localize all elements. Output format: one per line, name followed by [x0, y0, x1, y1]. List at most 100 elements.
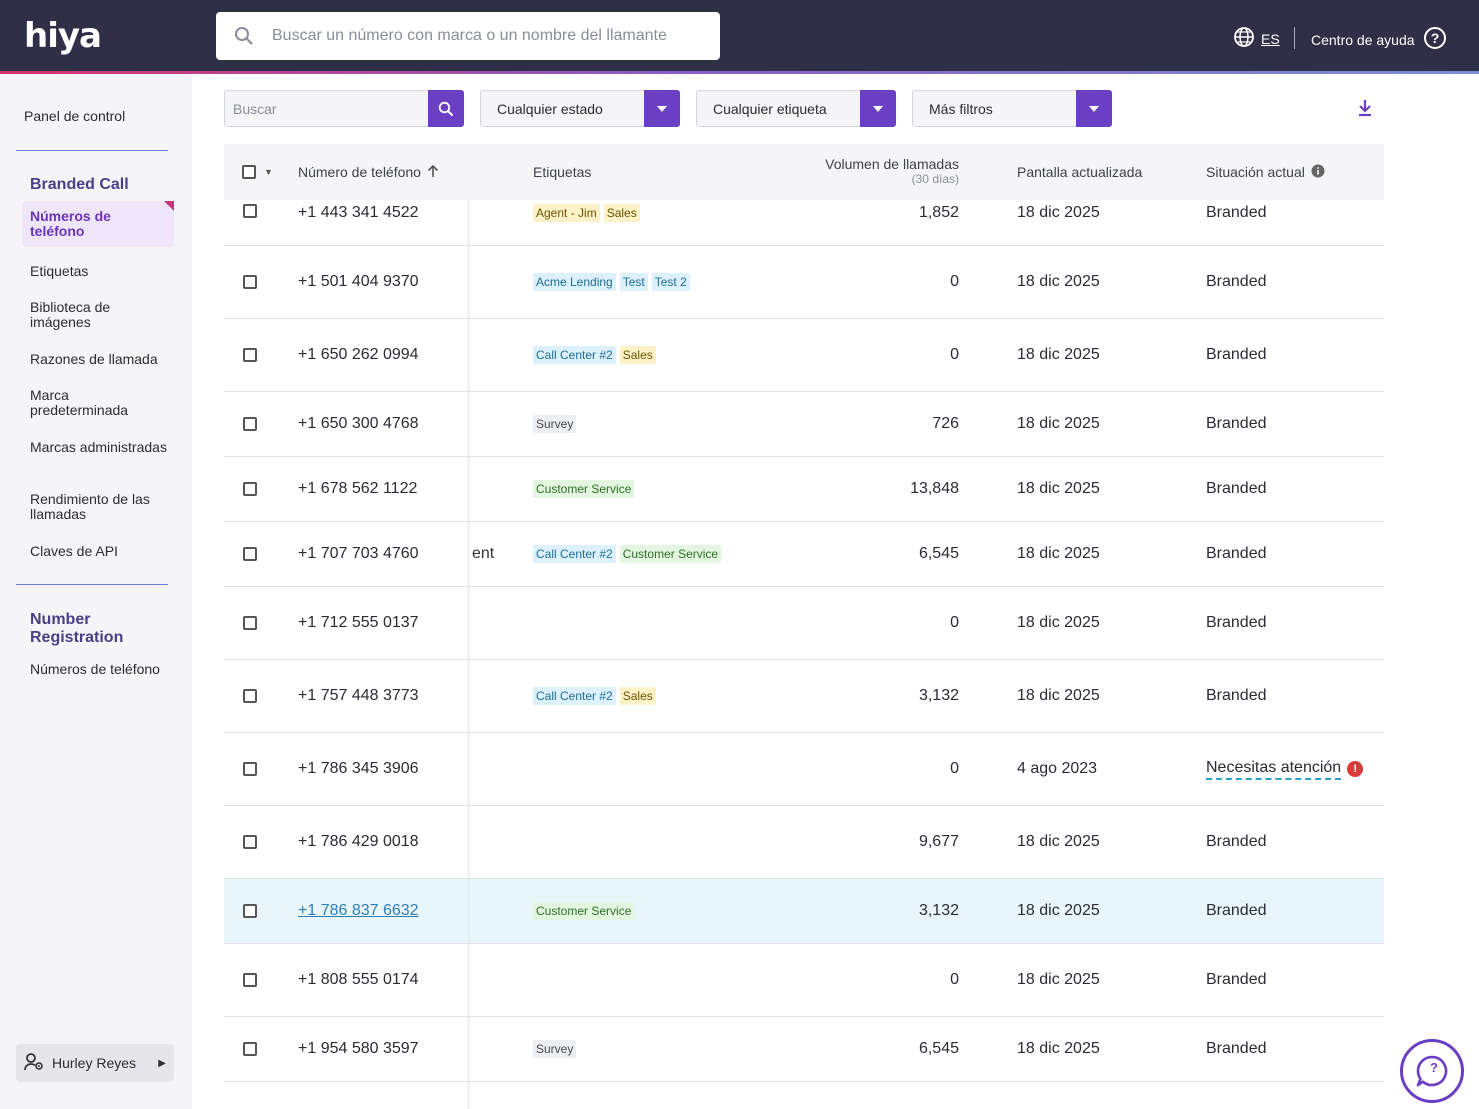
- sidebar-item-image-library[interactable]: Biblioteca de imágenes: [30, 299, 111, 330]
- phone-cell[interactable]: +1 501 404 9370: [298, 246, 419, 318]
- sidebar-item-managed-brands[interactable]: Marcas administradas: [30, 439, 167, 455]
- phone-number[interactable]: +1 501 404 9370: [298, 273, 419, 290]
- column-header-tags[interactable]: Etiquetas: [533, 164, 592, 180]
- download-button[interactable]: [1356, 98, 1374, 123]
- tag-badge[interactable]: Agent - Jim: [533, 204, 600, 222]
- row-select[interactable]: [243, 319, 257, 391]
- row-select[interactable]: [243, 1017, 257, 1081]
- phone-number[interactable]: +1 757 448 3773: [298, 687, 419, 704]
- row-checkbox[interactable]: [243, 1042, 257, 1056]
- caret-down-icon[interactable]: ▼: [264, 167, 273, 177]
- language-selector[interactable]: ES: [1233, 26, 1280, 51]
- tag-badge[interactable]: Sales: [619, 346, 656, 364]
- row-checkbox[interactable]: [243, 762, 257, 776]
- row-checkbox[interactable]: [243, 689, 257, 703]
- phone-cell[interactable]: +1 786 429 0018: [298, 806, 419, 878]
- sidebar-item-api-keys[interactable]: Claves de API: [30, 543, 118, 559]
- tag-badge[interactable]: Survey: [533, 415, 577, 433]
- more-filters-dropdown[interactable]: Más filtros: [912, 90, 1112, 127]
- tag-badge[interactable]: Call Center #2: [533, 545, 616, 563]
- table-row[interactable]: +1 650 300 4768 Survey 726 18 dic 2025 Brand…: [224, 392, 1384, 457]
- global-search-input[interactable]: [272, 27, 702, 45]
- phone-number[interactable]: +1 707 703 4760: [298, 545, 419, 562]
- phone-number[interactable]: +1 786 837 6632: [298, 902, 419, 919]
- row-select[interactable]: [243, 806, 257, 878]
- phone-number[interactable]: +1 650 262 0994: [298, 346, 419, 363]
- column-header-updated[interactable]: Pantalla actualizada: [1017, 164, 1143, 180]
- row-checkbox[interactable]: [243, 204, 257, 218]
- phone-cell[interactable]: +1 650 300 4768: [298, 392, 419, 456]
- sidebar-item-tags[interactable]: Etiquetas: [30, 263, 89, 279]
- table-row[interactable]: +1 712 555 0137 0 18 dic 2025 Branded: [224, 587, 1384, 660]
- caret-down-icon[interactable]: [644, 90, 680, 127]
- tag-badge[interactable]: Sales: [603, 204, 640, 222]
- phone-cell[interactable]: +1 650 262 0994: [298, 319, 419, 391]
- phone-cell[interactable]: +1 707 703 4760: [298, 522, 419, 586]
- table-row[interactable]: +1 707 703 4760 ent Call Center #2 Customer…: [224, 522, 1384, 587]
- phone-number[interactable]: +1 786 429 0018: [298, 833, 419, 850]
- sidebar-item-phone-numbers[interactable]: Números de teléfono: [22, 201, 174, 247]
- row-select[interactable]: [243, 587, 257, 659]
- select-all[interactable]: ▼: [242, 144, 273, 200]
- row-select[interactable]: [243, 522, 257, 586]
- tag-badge[interactable]: Customer Service: [619, 545, 722, 563]
- sidebar-item-call-performance[interactable]: Rendimiento de las llamadas: [30, 491, 150, 522]
- column-header-status[interactable]: Situación actual: [1206, 144, 1325, 200]
- table-row[interactable]: +1 443 341 4522 Agent - Jim Sales 1,852 18 d…: [224, 200, 1384, 246]
- row-select[interactable]: [243, 660, 257, 732]
- status-attention-link[interactable]: Necesitas atención: [1206, 759, 1342, 780]
- chat-help-button[interactable]: ?: [1400, 1039, 1464, 1103]
- row-select[interactable]: [243, 879, 257, 943]
- phone-number[interactable]: +1 678 562 1122: [298, 480, 418, 497]
- table-row[interactable]: +1 501 404 9370 Acme Lending Test Test 2 0 18…: [224, 246, 1384, 319]
- tag-badge[interactable]: Acme Lending: [533, 273, 616, 291]
- tag-badge[interactable]: Customer Service: [533, 902, 635, 920]
- row-checkbox[interactable]: [243, 616, 257, 630]
- row-select[interactable]: [243, 392, 257, 456]
- tag-badge[interactable]: Test: [619, 273, 648, 291]
- row-select[interactable]: [243, 733, 257, 805]
- row-checkbox[interactable]: [243, 835, 257, 849]
- table-search[interactable]: [224, 90, 464, 127]
- table-row[interactable]: +1 808 555 0174 0 18 dic 2025 Branded: [224, 944, 1384, 1017]
- table-search-input[interactable]: [224, 90, 428, 127]
- sidebar-item-dashboard[interactable]: Panel de control: [24, 108, 126, 124]
- help-center-link[interactable]: Centro de ayuda ?: [1311, 26, 1447, 53]
- row-select[interactable]: [243, 200, 257, 245]
- phone-cell[interactable]: +1 712 555 0137: [298, 587, 419, 659]
- phone-number[interactable]: +1 954 580 3597: [298, 1040, 419, 1057]
- row-select[interactable]: [243, 457, 257, 521]
- tag-badge[interactable]: Call Center #2: [533, 346, 616, 364]
- phone-cell[interactable]: +1 443 341 4522: [298, 200, 419, 245]
- row-checkbox[interactable]: [243, 348, 257, 362]
- phone-cell[interactable]: +1 678 562 1122: [298, 457, 417, 521]
- status-filter-dropdown[interactable]: Cualquier estado: [480, 90, 680, 127]
- tag-badge[interactable]: Survey: [533, 1040, 577, 1058]
- tag-badge[interactable]: Sales: [619, 687, 656, 705]
- table-row[interactable]: +1 954 580 3597 Survey 6,545 18 dic 2025 Bra…: [224, 1017, 1384, 1082]
- tag-badge[interactable]: Test 2: [651, 273, 690, 291]
- phone-number[interactable]: +1 808 555 0174: [298, 971, 419, 988]
- row-select[interactable]: [243, 246, 257, 318]
- language-code[interactable]: ES: [1261, 30, 1280, 47]
- info-icon[interactable]: [1311, 164, 1325, 181]
- phone-number[interactable]: +1 712 555 0137: [298, 614, 419, 631]
- row-select[interactable]: [243, 944, 257, 1016]
- tag-badge[interactable]: Call Center #2: [533, 687, 616, 705]
- phone-number[interactable]: +1 650 300 4768: [298, 415, 419, 432]
- table-row[interactable]: +1 786 345 3906 0 4 ago 2023 Necesitas aten…: [224, 733, 1384, 806]
- row-checkbox[interactable]: [243, 973, 257, 987]
- phone-number[interactable]: +1 443 341 4522: [298, 204, 419, 221]
- sidebar-item-registration-phone-numbers[interactable]: Números de teléfono: [30, 661, 160, 677]
- row-checkbox[interactable]: [243, 417, 257, 431]
- global-search[interactable]: [216, 12, 720, 60]
- phone-cell[interactable]: +1 954 580 3597: [298, 1017, 419, 1081]
- phone-cell[interactable]: +1 757 448 3773: [298, 660, 419, 732]
- user-menu[interactable]: Hurley Reyes ▶: [16, 1044, 174, 1082]
- sort-up-icon[interactable]: [427, 164, 439, 181]
- tag-filter-dropdown[interactable]: Cualquier etiqueta: [696, 90, 896, 127]
- table-row[interactable]: +1 757 448 3773 Call Center #2 Sales 3,132 1…: [224, 660, 1384, 733]
- table-row[interactable]: +1 678 562 1122 Customer Service 13,848 18 …: [224, 457, 1384, 522]
- phone-cell[interactable]: +1 786 837 6632: [298, 879, 419, 943]
- table-search-button[interactable]: [428, 90, 464, 127]
